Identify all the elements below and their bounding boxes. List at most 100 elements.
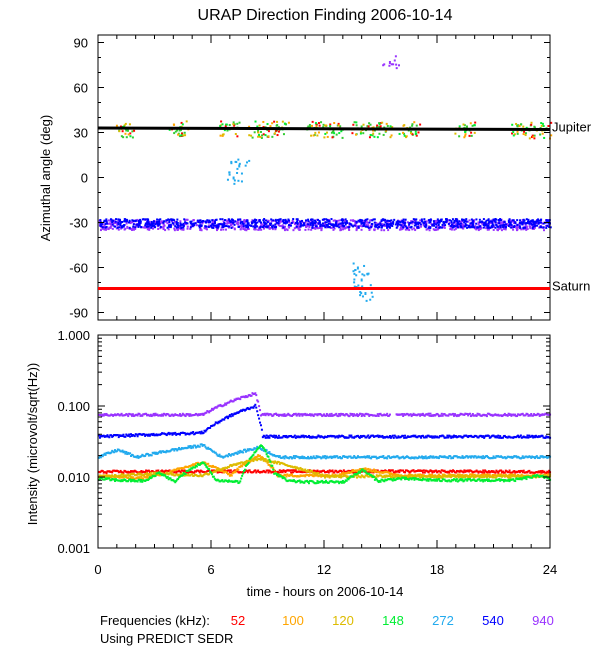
azimuth-band-point <box>329 223 332 226</box>
intensity-point-272 <box>455 455 458 458</box>
intensity-point-272 <box>319 456 322 459</box>
azimuth-band-point <box>525 227 528 230</box>
azimuth-jupiter-point <box>379 122 382 125</box>
intensity-point-940 <box>275 412 278 415</box>
azimuth-band-point <box>408 229 411 232</box>
azimuth-band-point <box>532 223 535 226</box>
intensity-point-540 <box>421 434 424 437</box>
azimuth-band-point <box>224 222 227 225</box>
azimuth-band-point <box>384 225 387 228</box>
intensity-point-272 <box>409 457 412 460</box>
intensity-point-940 <box>294 412 297 415</box>
azimuth-band-point <box>115 221 118 224</box>
azimuth-band-point <box>403 224 406 227</box>
azimuth-point <box>360 278 363 282</box>
azimuth-band-point <box>299 221 302 224</box>
azimuth-jupiter-point <box>234 133 237 136</box>
intensity-point-940 <box>298 414 301 417</box>
intensity-point-272 <box>485 455 488 458</box>
azimuth-band-point <box>122 224 125 227</box>
azimuth-band-point <box>134 220 137 223</box>
azimuth-band-point <box>350 224 353 227</box>
azimuth-cluster-point <box>358 270 361 273</box>
intensity-point-272 <box>420 455 423 458</box>
intensity-point-120 <box>246 460 249 463</box>
intensity-point-100 <box>110 476 113 479</box>
azimuth-band-point <box>486 226 489 229</box>
azimuth-band-point <box>288 219 291 222</box>
azimuth-band-point <box>342 228 345 231</box>
intensity-point-540 <box>108 436 111 439</box>
intensity-point-940 <box>447 414 450 417</box>
azimuth-jupiter-point <box>543 136 546 139</box>
intensity-point-540 <box>350 434 353 437</box>
intensity-point-540 <box>241 409 244 412</box>
intensity-point-52 <box>349 469 352 472</box>
intensity-point-100 <box>142 477 145 480</box>
intensity-point-272 <box>428 456 431 459</box>
intensity-point-540 <box>447 436 450 439</box>
azimuth-band-point <box>403 220 406 223</box>
intensity-point-272 <box>242 451 245 454</box>
intensity-point-540 <box>477 436 480 439</box>
azimuth-band-point <box>460 226 463 229</box>
intensity-point-940 <box>287 412 290 415</box>
azimuth-jupiter-point <box>468 134 471 137</box>
intensity-point-940 <box>343 414 346 417</box>
intensity-point-540 <box>281 436 284 439</box>
intensity-point-940 <box>136 414 139 417</box>
intensity-point-272 <box>367 456 370 459</box>
intensity-point-52 <box>314 470 317 473</box>
intensity-point-52 <box>216 471 219 474</box>
azimuth-band-point <box>354 222 357 225</box>
azimuth-band-point <box>498 219 501 222</box>
intensity-point-940 <box>264 414 267 417</box>
intensity-point-100 <box>271 465 274 468</box>
azimuth-band-point <box>226 225 229 228</box>
azimuth-cluster-point <box>232 121 235 124</box>
azimuth-band-point <box>260 228 263 231</box>
azimuth-band-point <box>332 228 335 231</box>
intensity-point-540 <box>230 413 233 416</box>
azimuth-band-point <box>253 218 256 221</box>
intensity-point-540 <box>165 434 168 437</box>
intensity-point-272 <box>330 457 333 460</box>
azimuth-cluster-point <box>244 164 247 167</box>
intensity-point-540 <box>129 435 132 438</box>
azimuth-band-point <box>105 218 108 221</box>
intensity-point-52 <box>323 469 326 472</box>
azimuth-band-point <box>463 225 466 228</box>
intensity-point-272 <box>278 455 281 458</box>
azimuth-band-point <box>380 226 383 229</box>
azimuth-band-point <box>357 226 360 229</box>
azimuth-cluster-point <box>233 182 236 185</box>
azimuth-band-point <box>324 226 327 229</box>
intensity-point-540 <box>135 433 138 436</box>
intensity-point-52 <box>518 471 521 474</box>
azimuth-band-point <box>545 219 548 222</box>
azimuth-band-point <box>536 224 539 227</box>
intensity-point-272 <box>214 451 217 454</box>
azimuth-band-point <box>419 219 422 222</box>
azimuth-band-point <box>214 218 217 221</box>
azimuth-jupiter-point <box>367 125 370 128</box>
intensity-point-52 <box>248 469 251 472</box>
azimuth-jupiter-point <box>128 123 131 126</box>
intensity-point-940 <box>324 414 327 417</box>
intensity-point-540 <box>259 424 262 427</box>
intensity-point-540 <box>405 436 408 439</box>
azimuth-band-point <box>366 225 369 228</box>
azimuth-band-point <box>260 222 263 225</box>
azimuth-jupiter-point <box>470 131 473 134</box>
intensity-point-100 <box>169 470 172 473</box>
intensity-point-940 <box>458 413 461 416</box>
intensity-point-52 <box>246 471 249 474</box>
azimuth-band-point <box>274 226 277 229</box>
azimuth-band-point <box>414 229 417 232</box>
azimuth-band-point <box>237 218 240 221</box>
intensity-point-940 <box>410 415 413 418</box>
azimuth-band-point <box>137 224 140 227</box>
azimuth-band-point <box>198 224 201 227</box>
azimuth-cluster-point <box>308 123 311 126</box>
azimuth-band-point <box>228 220 231 223</box>
